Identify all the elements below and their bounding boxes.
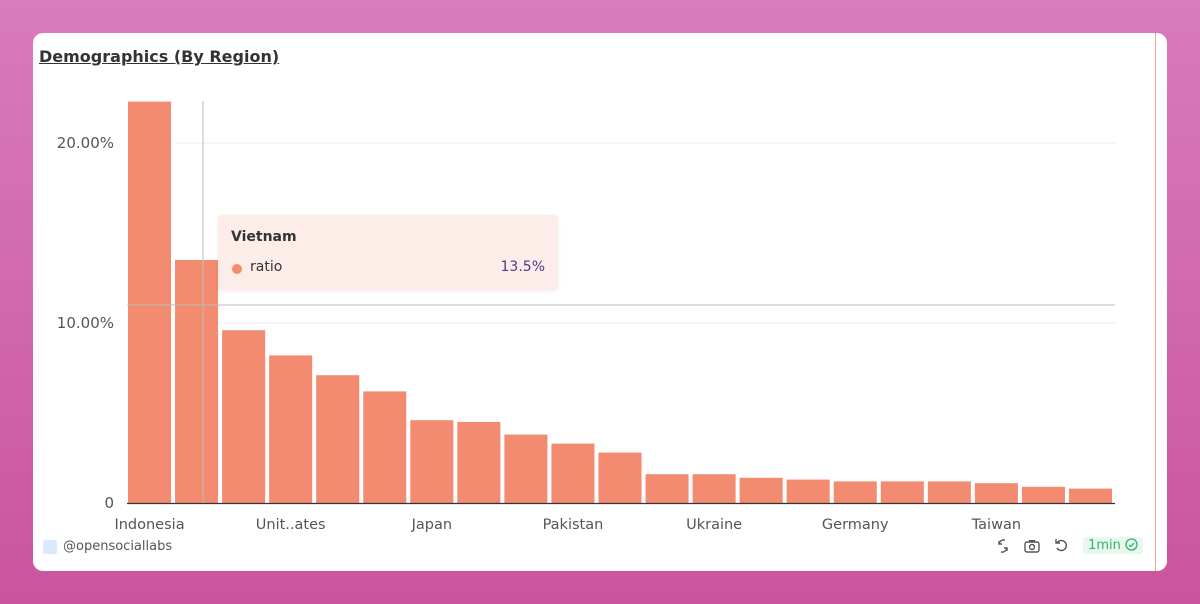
y-tick-label: 20.00% xyxy=(57,134,114,152)
bar[interactable] xyxy=(175,260,219,503)
bar[interactable] xyxy=(880,481,924,503)
bar[interactable] xyxy=(410,420,454,503)
tooltip-series: ratio xyxy=(250,259,283,275)
series-dot-icon xyxy=(232,264,242,274)
tooltip: Vietnam ratio 13.5% xyxy=(218,215,558,290)
bar[interactable] xyxy=(833,481,877,503)
chart-title[interactable]: Demographics (By Region) xyxy=(39,47,280,66)
bar[interactable] xyxy=(786,479,830,503)
bar[interactable] xyxy=(551,443,595,503)
check-circle-icon xyxy=(1125,538,1138,551)
y-tick-label: 10.00% xyxy=(57,314,114,332)
card-edge-divider xyxy=(1155,33,1156,571)
logo-icon xyxy=(43,539,57,554)
undo-icon[interactable] xyxy=(1054,538,1069,553)
sync-icon[interactable] xyxy=(996,538,1010,554)
bar[interactable] xyxy=(457,422,501,503)
bar[interactable] xyxy=(128,101,172,503)
bar[interactable] xyxy=(316,375,360,503)
bar[interactable] xyxy=(739,477,783,503)
footer-actions: 1min xyxy=(996,537,1143,554)
x-tick-label: Taiwan xyxy=(971,517,1021,533)
bar[interactable] xyxy=(269,355,313,503)
bar[interactable] xyxy=(222,330,266,503)
bar[interactable] xyxy=(927,481,971,503)
camera-icon[interactable] xyxy=(1024,539,1040,553)
bar[interactable] xyxy=(363,391,407,503)
x-tick-label: Pakistan xyxy=(543,517,604,533)
x-tick-label: Germany xyxy=(822,517,889,533)
bar[interactable] xyxy=(645,474,689,503)
bar-chart[interactable]: 0 10.00% 20.00% Indonesia Unit..ates Japan Pak… xyxy=(33,33,1167,571)
x-tick-label: Ukraine xyxy=(686,517,742,533)
y-tick-label: 0 xyxy=(104,494,114,512)
footer-attribution: @opensociallabs xyxy=(43,539,172,554)
tooltip-value: 13.5% xyxy=(500,259,545,275)
tooltip-category: Vietnam xyxy=(231,229,297,245)
bar[interactable] xyxy=(1021,486,1065,503)
refresh-badge[interactable]: 1min xyxy=(1083,537,1143,554)
x-tick-label: Unit..ates xyxy=(256,517,326,533)
bar[interactable] xyxy=(692,474,736,503)
refresh-interval: 1min xyxy=(1088,538,1121,553)
bar[interactable] xyxy=(598,452,642,503)
x-tick-label: Japan xyxy=(411,517,452,533)
bar[interactable] xyxy=(504,434,548,503)
x-tick-label: Indonesia xyxy=(114,517,184,533)
handle[interactable]: @opensociallabs xyxy=(63,539,173,554)
bar[interactable] xyxy=(1068,488,1112,503)
chart-card: Demographics (By Region) 0 10.00% 20.00% In… xyxy=(33,33,1167,571)
bar[interactable] xyxy=(974,483,1018,503)
